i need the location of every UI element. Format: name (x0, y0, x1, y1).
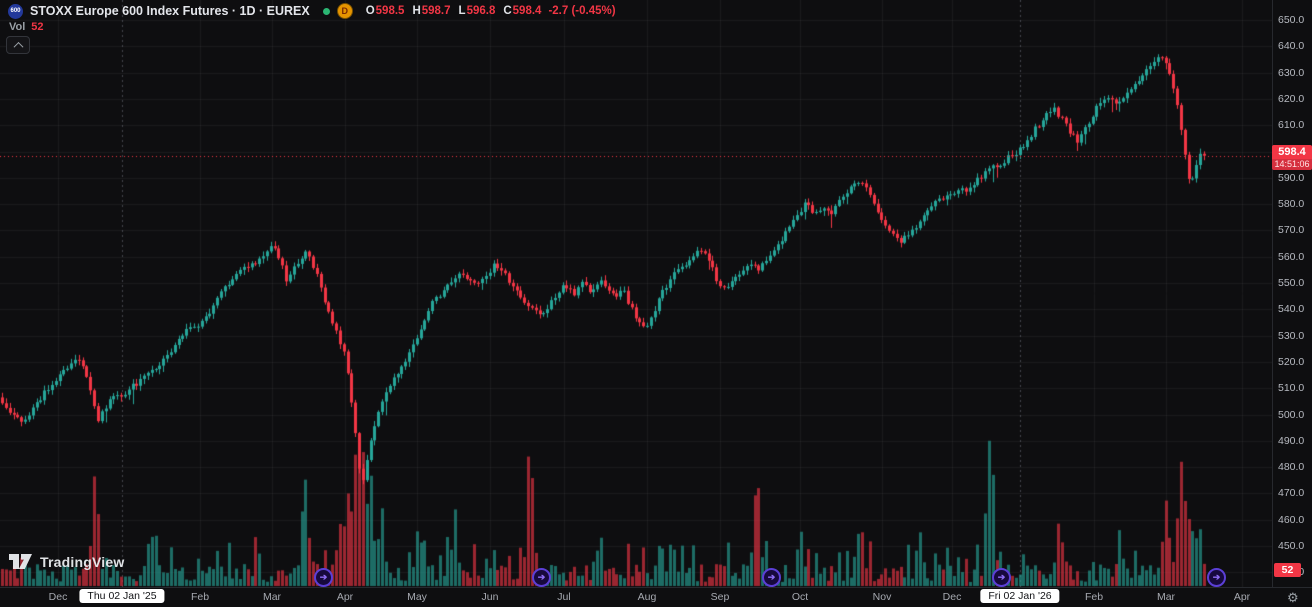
contract-rollover-marker[interactable]: ➔ (1207, 568, 1226, 587)
price-tick-label: 630.0 (1278, 66, 1305, 79)
date-marker-label: Thu 02 Jan '25 (79, 589, 165, 603)
ohlc-item: L 596.8 (459, 5, 496, 17)
volume-label: Vol (9, 21, 26, 33)
volume-value: 52 (31, 21, 44, 33)
ohlc-item-label: H (412, 5, 421, 17)
price-tick-label: 590.0 (1278, 171, 1305, 184)
month-tick-label: Sep (710, 591, 730, 603)
price-axis-separator (1272, 0, 1273, 587)
price-tick-label: 580.0 (1278, 198, 1305, 211)
price-tick-label: 550.0 (1278, 277, 1305, 289)
symbol-legend[interactable]: 600 STOXX Europe 600 Index Futures · 1D … (8, 3, 616, 19)
rollover-arrow-icon: ➔ (767, 572, 776, 582)
price-tick-label: 470.0 (1278, 487, 1305, 500)
symbol-title[interactable]: STOXX Europe 600 Index Futures · 1D · EU… (30, 4, 310, 18)
price-tick-label: 510.0 (1278, 382, 1305, 395)
price-axis[interactable]: 650.0640.0630.0620.0610.0600.0590.0580.0… (1273, 0, 1312, 587)
contract-rollover-marker[interactable]: ➔ (532, 568, 551, 587)
price-tick-label: 460.0 (1278, 513, 1305, 526)
rollover-arrow-icon: ➔ (997, 572, 1006, 582)
price-tick-label: 490.0 (1278, 434, 1305, 447)
ohlc-item: O 598.5 (366, 5, 405, 17)
month-tick-label: Apr (336, 591, 354, 603)
bar-countdown: 14:51:06 (1272, 158, 1312, 170)
rollover-arrow-icon: ➔ (1212, 572, 1221, 582)
month-tick-label: Apr (1233, 591, 1251, 603)
price-tick-label: 560.0 (1278, 250, 1305, 263)
date-marker-label: Fri 02 Jan '26 (980, 589, 1060, 603)
price-tick-label: 540.0 (1278, 303, 1305, 316)
gear-icon[interactable]: ⚙ (1287, 590, 1299, 605)
chart-canvas[interactable] (0, 0, 1272, 587)
price-tick-label: 520.0 (1278, 355, 1305, 368)
chevron-up-icon (13, 41, 23, 52)
month-tick-label: Dec (942, 591, 962, 603)
price-tick-label: 450.0 (1278, 540, 1305, 552)
month-tick-label: Nov (872, 591, 892, 603)
ohlc-values: O 598.5 H 598.7 L 596.8 C 598.4 (366, 5, 542, 17)
price-tick-label: 570.0 (1278, 224, 1305, 237)
price-tick-label: 640.0 (1278, 40, 1305, 53)
price-tick-label: 530.0 (1278, 329, 1305, 342)
tradingview-logo[interactable]: TradingView (8, 551, 124, 572)
month-tick-label: Feb (1084, 591, 1104, 603)
contract-rollover-marker[interactable]: ➔ (314, 568, 333, 587)
month-tick-label: Mar (1156, 591, 1176, 603)
collapse-legend-button[interactable] (6, 36, 30, 54)
ohlc-item-value: 598.5 (375, 5, 405, 17)
symbol-logo-badge: 600 (8, 3, 23, 19)
month-tick-label: Oct (791, 591, 809, 603)
month-tick-label: Jul (557, 591, 571, 603)
month-tick-label: Mar (262, 591, 282, 603)
delayed-data-icon: D (336, 3, 353, 19)
price-tick-label: 480.0 (1278, 461, 1305, 474)
month-tick-label: May (407, 591, 427, 603)
price-tick-label: 620.0 (1278, 92, 1305, 105)
rollover-arrow-icon: ➔ (537, 572, 546, 582)
ohlc-item-value: 598.4 (512, 5, 542, 17)
ohlc-item: H 598.7 (412, 5, 450, 17)
time-axis[interactable]: ⚙ Dec Feb Mar Apr May Jun Jul Aug Sep Oct Nov Dec Fe… (0, 588, 1312, 607)
price-change: -2.7 (-0.45%) (548, 5, 616, 17)
price-tick-label: 500.0 (1278, 408, 1305, 421)
month-tick-label: Dec (48, 591, 68, 603)
ohlc-item: C 598.4 (503, 5, 541, 17)
symbol-logo-text: 600 (10, 8, 21, 14)
last-price-badge: 598.4 14:51:06 (1272, 144, 1312, 170)
ohlc-item-label: C (503, 5, 512, 17)
rollover-arrow-icon: ➔ (319, 572, 328, 582)
volume-axis-badge: 52 (1274, 563, 1301, 577)
contract-rollover-marker[interactable]: ➔ (762, 568, 781, 587)
price-tick-label: 610.0 (1278, 119, 1305, 132)
contract-rollover-marker[interactable]: ➔ (992, 568, 1011, 587)
month-tick-label: Feb (190, 591, 210, 603)
month-tick-label: Aug (637, 591, 657, 603)
time-axis-separator (0, 587, 1312, 588)
price-tick-label: 650.0 (1278, 14, 1305, 26)
tradingview-logo-icon (9, 554, 32, 569)
tradingview-logo-text: TradingView (40, 553, 125, 570)
volume-legend: Vol 52 (9, 21, 44, 33)
last-price-value: 598.4 (1272, 144, 1312, 159)
ohlc-item-label: L (458, 5, 466, 17)
ohlc-item-value: 596.8 (466, 5, 496, 17)
market-status-dot (322, 7, 330, 15)
ohlc-item-label: O (365, 5, 375, 17)
month-tick-label: Jun (481, 591, 499, 603)
ohlc-item-value: 598.7 (421, 5, 451, 17)
